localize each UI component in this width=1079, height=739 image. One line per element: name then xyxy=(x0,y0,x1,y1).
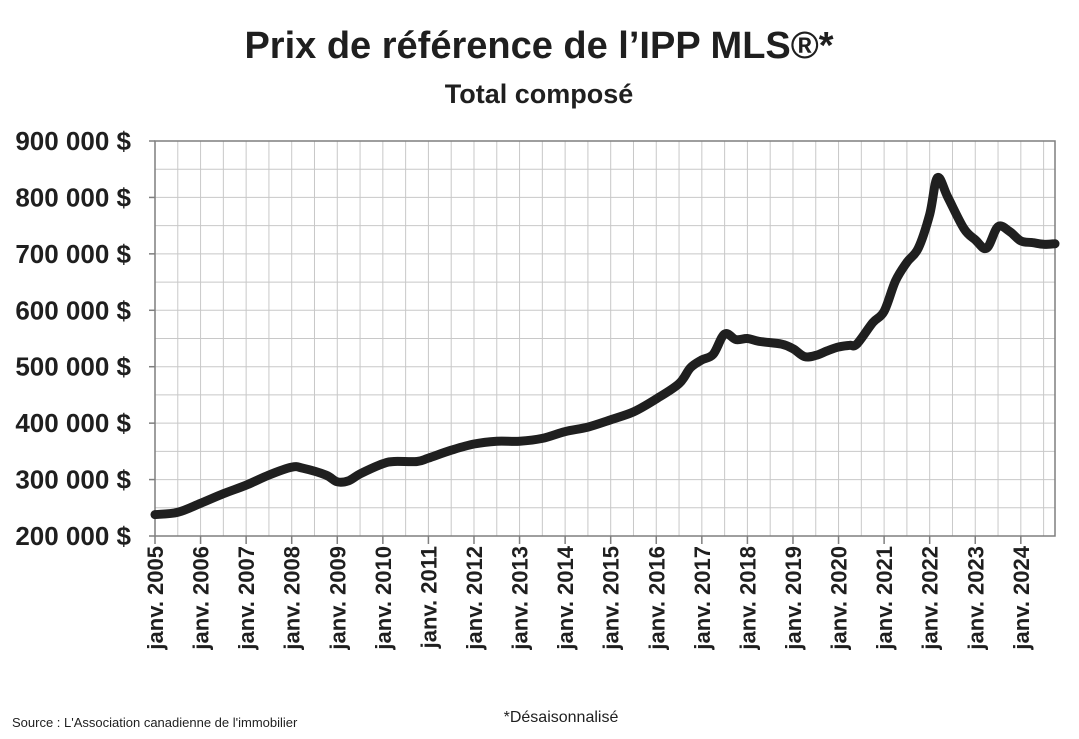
data-point xyxy=(519,440,521,442)
data-point xyxy=(678,383,680,385)
x-tick-label: janv. 2011 xyxy=(416,546,441,649)
y-tick-label: 200 000 $ xyxy=(15,521,131,551)
data-point xyxy=(815,354,817,356)
x-tick-label: janv. 2013 xyxy=(508,546,533,651)
data-point xyxy=(393,461,395,462)
data-point xyxy=(792,348,794,350)
footnote: *Désaisonnalisé xyxy=(504,709,619,726)
x-tick-label: janv. 2014 xyxy=(553,545,578,650)
data-point xyxy=(849,344,851,346)
data-point xyxy=(856,343,858,345)
y-tick-label: 300 000 $ xyxy=(15,465,131,495)
x-axis-ticks: janv. 2005 janv. 2006 janv. 2007 janv. 2008… xyxy=(143,536,1034,651)
y-tick-label: 400 000 $ xyxy=(15,408,131,438)
data-point xyxy=(154,514,156,516)
data-point xyxy=(222,493,224,495)
data-point xyxy=(1054,243,1056,245)
data-point xyxy=(1008,230,1010,232)
data-point xyxy=(997,226,999,228)
x-tick-label: janv. 2010 xyxy=(371,546,396,651)
data-point xyxy=(947,196,949,198)
data-point xyxy=(1031,242,1033,244)
data-point xyxy=(936,177,938,179)
data-point xyxy=(929,213,931,215)
data-point xyxy=(872,322,874,324)
data-point xyxy=(416,461,418,462)
data-point xyxy=(382,463,384,465)
gridlines xyxy=(154,140,1055,537)
x-tick-label: janv. 2012 xyxy=(462,546,487,651)
data-point xyxy=(712,353,714,355)
y-tick-label: 600 000 $ xyxy=(15,295,131,325)
y-tick-label: 900 000 $ xyxy=(15,126,131,156)
data-point xyxy=(427,457,429,459)
y-axis-ticks: 900 000 $ 800 000 $ 700 000 $ 600 000 $ 500 … xyxy=(15,126,155,551)
x-tick-label: janv. 2005 xyxy=(143,546,168,651)
data-point xyxy=(336,481,338,483)
data-point xyxy=(917,247,919,249)
data-point xyxy=(883,310,885,312)
data-point xyxy=(610,419,612,421)
data-point xyxy=(689,367,691,369)
x-tick-label: janv. 2016 xyxy=(644,546,669,651)
data-point xyxy=(838,346,839,348)
data-point xyxy=(906,261,908,263)
data-point xyxy=(746,338,748,339)
data-point xyxy=(974,239,976,241)
x-tick-label: janv. 2021 xyxy=(872,546,897,651)
x-tick-label: janv. 2023 xyxy=(963,546,988,651)
series-layer xyxy=(150,172,1060,520)
source-note: Source : L'Association canadienne de l'i… xyxy=(12,715,298,730)
data-point xyxy=(268,474,270,476)
x-tick-label: janv. 2017 xyxy=(690,546,715,651)
data-point xyxy=(587,426,589,428)
data-point xyxy=(348,480,350,482)
x-tick-label: janv. 2018 xyxy=(735,546,760,651)
data-point xyxy=(302,467,304,469)
data-point xyxy=(473,443,475,445)
data-point xyxy=(1043,243,1045,245)
x-tick-label: janv. 2024 xyxy=(1009,545,1034,650)
data-point xyxy=(1020,240,1022,242)
data-point xyxy=(325,474,327,476)
data-point xyxy=(895,280,896,282)
x-tick-label: janv. 2015 xyxy=(599,546,624,651)
x-tick-label: janv. 2020 xyxy=(827,546,852,651)
y-tick-label: 500 000 $ xyxy=(15,352,131,382)
data-point xyxy=(450,449,452,451)
plot-area-border xyxy=(154,140,1056,537)
data-point xyxy=(200,502,202,504)
data-point xyxy=(735,339,737,341)
x-tick-label: janv. 2006 xyxy=(189,546,214,651)
x-tick-label: janv. 2007 xyxy=(234,546,259,651)
data-point xyxy=(963,228,965,229)
data-point xyxy=(564,431,566,433)
data-point xyxy=(986,247,988,249)
data-point xyxy=(245,484,247,486)
x-tick-label: janv. 2022 xyxy=(918,546,943,651)
series-line xyxy=(150,172,1060,520)
data-point xyxy=(177,511,179,513)
x-tick-label: janv. 2009 xyxy=(325,546,350,651)
data-point xyxy=(359,473,361,475)
data-point xyxy=(496,440,498,442)
data-point xyxy=(758,340,760,342)
x-tick-label: janv. 2008 xyxy=(280,546,305,651)
data-point xyxy=(803,356,805,358)
data-point xyxy=(633,411,634,413)
data-point xyxy=(826,350,828,352)
chart-title: Prix de référence de l’IPP MLS®* xyxy=(244,25,833,67)
data-point xyxy=(781,343,783,345)
data-point xyxy=(291,466,293,468)
chart-subtitle: Total composé xyxy=(445,79,634,109)
x-tick-label: janv. 2019 xyxy=(781,546,806,651)
data-point xyxy=(701,359,703,361)
y-tick-label: 700 000 $ xyxy=(15,239,131,269)
data-point xyxy=(541,437,543,439)
y-tick-label: 800 000 $ xyxy=(15,182,131,212)
data-point xyxy=(655,398,657,400)
data-point xyxy=(724,333,726,335)
